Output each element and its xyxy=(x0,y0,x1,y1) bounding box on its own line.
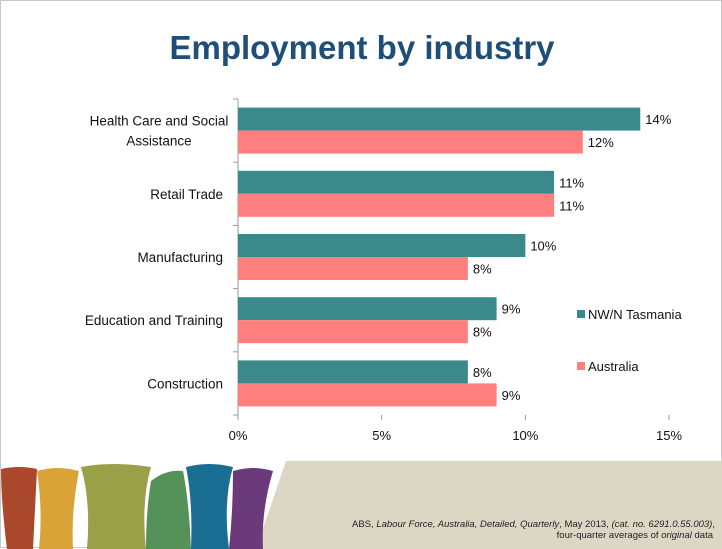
data-label: 8% xyxy=(473,365,492,380)
data-label: 11% xyxy=(559,175,584,190)
footer-band-shape xyxy=(256,461,722,549)
bar-nw-n-tasmania xyxy=(238,170,555,194)
source-part-3: , xyxy=(712,519,715,530)
category-label: Manufacturing xyxy=(137,250,223,265)
source-original: original xyxy=(661,530,692,541)
bar-australia xyxy=(238,383,497,407)
source-part-4: four-quarter averages of xyxy=(556,530,662,541)
source-part-2: , May 2013, xyxy=(559,519,612,530)
data-label: 8% xyxy=(473,325,492,340)
logo-stripe-6 xyxy=(229,468,273,549)
logo-stripe-1 xyxy=(1,467,37,549)
data-label: 14% xyxy=(645,112,671,127)
bar-nw-n-tasmania xyxy=(238,234,526,257)
category-label: Assistance xyxy=(126,134,191,149)
data-label: 10% xyxy=(530,239,556,254)
data-label: 9% xyxy=(502,388,521,403)
bar-nw-n-tasmania xyxy=(238,297,497,321)
x-tick-label: 5% xyxy=(372,428,391,443)
data-label: 11% xyxy=(559,198,584,213)
x-tick-label: 0% xyxy=(229,428,248,443)
category-label: Retail Trade xyxy=(150,187,223,202)
x-tick-label: 15% xyxy=(656,428,682,443)
logo-stripe-3 xyxy=(81,464,151,549)
bar-australia xyxy=(238,320,468,344)
category-label: Construction xyxy=(147,376,223,391)
bar-australia xyxy=(238,257,468,280)
data-label: 9% xyxy=(502,302,521,317)
logo-stripe-4 xyxy=(146,470,191,549)
chart-title: Employment by industry xyxy=(169,29,555,66)
category-label: Education and Training xyxy=(85,313,223,328)
legend-label: Australia xyxy=(588,359,639,374)
legend-swatch xyxy=(577,362,585,370)
x-tick-label: 10% xyxy=(512,428,538,443)
source-title: Labour Force, Australia, Detailed, Quart… xyxy=(376,519,560,530)
category-label: Health Care and Social xyxy=(90,114,229,129)
bar-australia xyxy=(238,193,555,217)
bar-nw-n-tasmania xyxy=(238,360,468,384)
source-part-1: ABS, xyxy=(352,519,377,530)
legend-swatch xyxy=(577,310,585,318)
data-label: 8% xyxy=(473,262,492,277)
source-line-2: four-quarter averages of original data xyxy=(255,530,715,541)
data-label: 12% xyxy=(588,135,614,150)
bar-australia xyxy=(238,130,583,154)
logo-stripe-5 xyxy=(186,464,233,549)
source-part-5: data xyxy=(691,530,713,541)
source-note: ABS, Labour Force, Australia, Detailed, … xyxy=(255,519,715,541)
logo-stripe-2 xyxy=(37,468,79,549)
footer-decoration xyxy=(1,461,722,549)
bar-nw-n-tasmania xyxy=(238,107,641,131)
legend-label: NW/N Tasmania xyxy=(588,307,682,322)
source-catalogue: (cat. no. 6291.0.55.003) xyxy=(611,519,713,530)
